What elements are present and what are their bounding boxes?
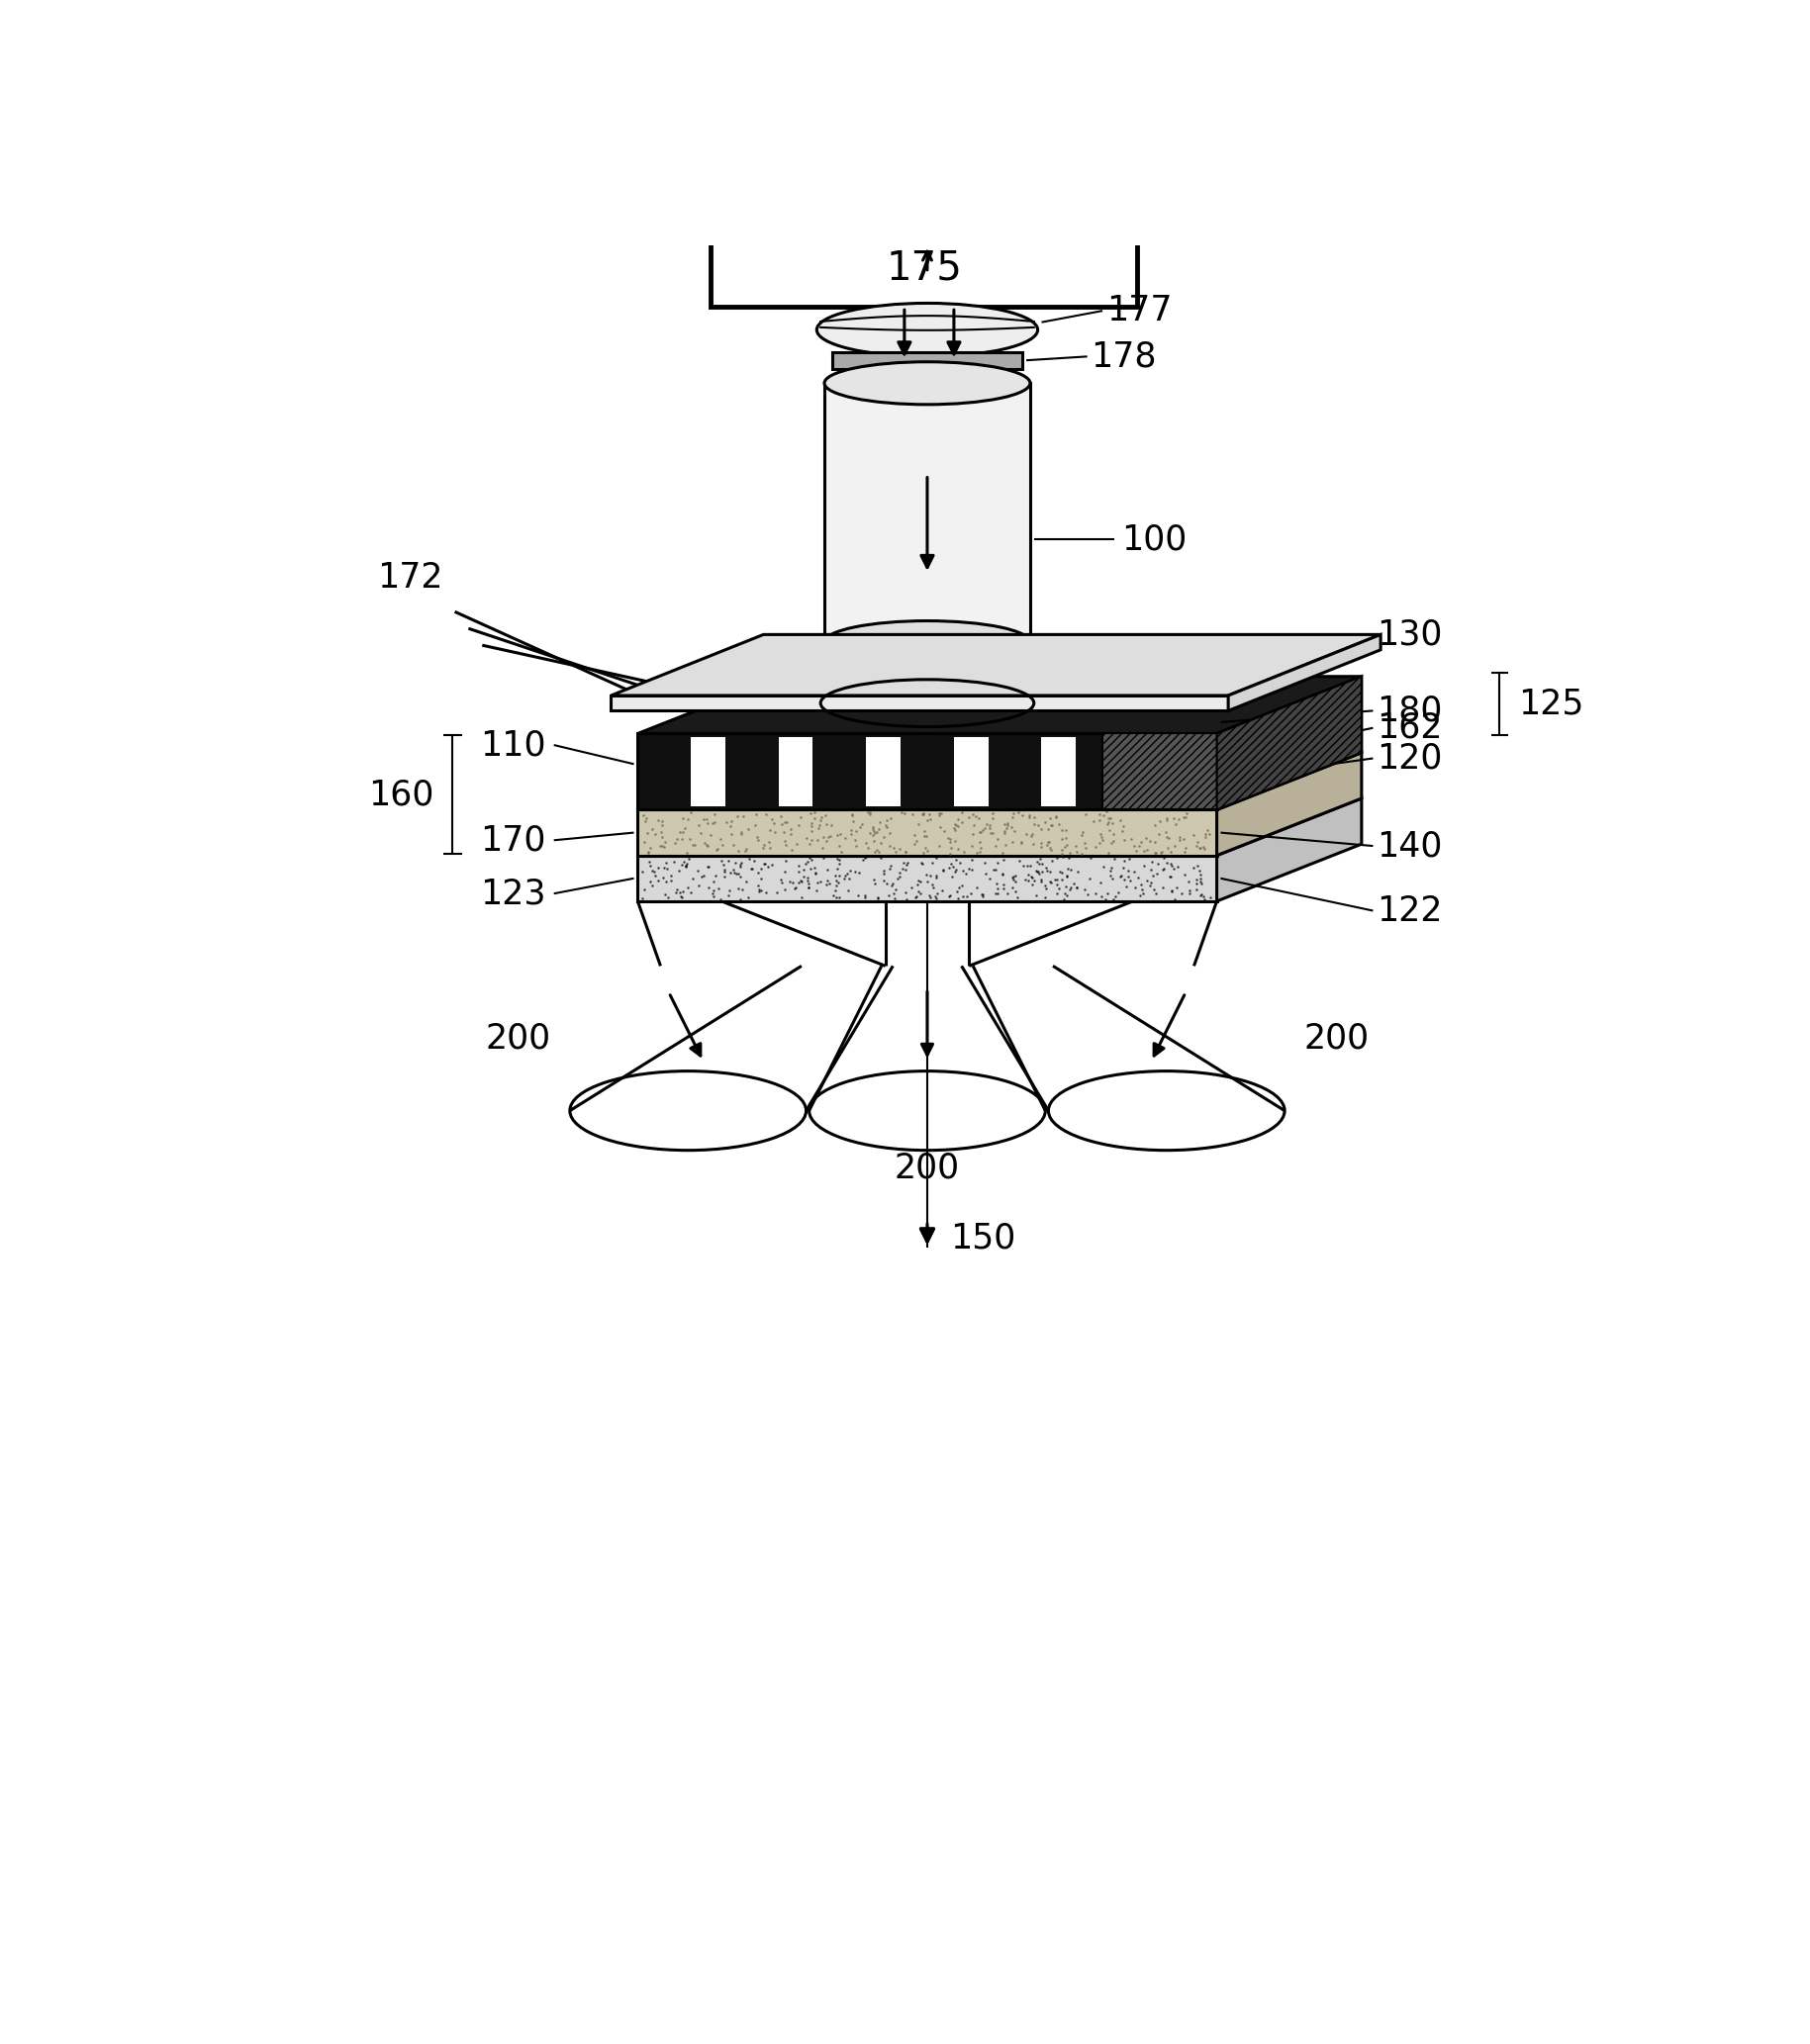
Text: 130: 130 [1377,617,1443,652]
Text: 122: 122 [1377,893,1443,928]
Text: 200: 200 [1303,1022,1368,1055]
Polygon shape [637,677,1361,734]
Text: 177: 177 [1106,294,1173,327]
Text: 178: 178 [1091,339,1157,374]
Text: 180: 180 [1377,693,1443,728]
Text: 160: 160 [369,777,434,811]
Bar [711,231,1137,307]
Ellipse shape [816,303,1037,356]
Bar [954,738,988,805]
Polygon shape [612,634,1381,695]
Text: 200: 200 [894,1151,959,1186]
Polygon shape [612,695,1229,711]
Polygon shape [1216,677,1361,809]
Polygon shape [637,799,1361,856]
Bar [1041,738,1075,805]
Text: 123: 123 [480,877,547,910]
Text: 150: 150 [950,1222,1015,1255]
Polygon shape [1102,734,1216,809]
Text: 162: 162 [1377,711,1443,744]
Polygon shape [1229,634,1381,711]
Polygon shape [1216,677,1361,809]
Text: 175: 175 [887,249,963,288]
Polygon shape [637,856,1216,901]
Text: 110: 110 [480,728,547,762]
Polygon shape [1216,752,1361,856]
Polygon shape [637,809,1216,856]
Ellipse shape [824,362,1030,405]
Bar [824,382,1030,642]
Ellipse shape [824,621,1030,664]
Text: 125: 125 [1519,687,1584,722]
Bar [691,738,726,805]
Polygon shape [1216,799,1361,901]
Text: 170: 170 [481,824,547,856]
Bar [1129,738,1164,805]
Bar [867,738,901,805]
Bar [833,352,1023,368]
Bar [778,738,813,805]
Text: 140: 140 [1377,830,1443,863]
Text: 200: 200 [485,1022,550,1055]
Polygon shape [637,734,1216,809]
Text: 172: 172 [378,560,443,595]
Text: 120: 120 [1377,742,1443,775]
Polygon shape [637,752,1361,809]
Text: 100: 100 [1122,523,1187,556]
